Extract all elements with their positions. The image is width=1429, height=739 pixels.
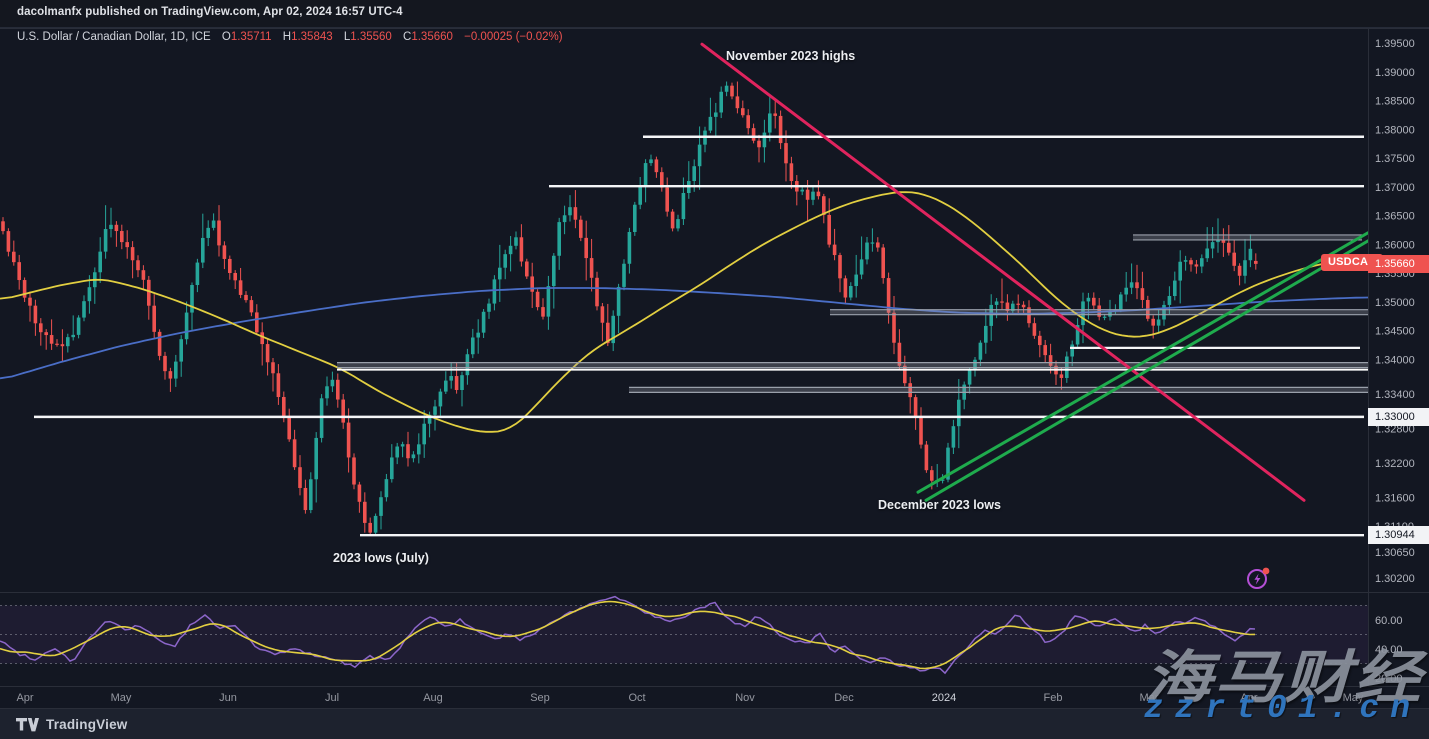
chart-canvas[interactable]: 1.39500 1.39000 1.38500 1.38000 1.37500 1.370… bbox=[0, 28, 1429, 708]
rsi-line bbox=[0, 595, 1256, 675]
price-tick-label: 1.38000 bbox=[1375, 124, 1415, 136]
rsi-axis[interactable]: 60.00 40.00 20.00 bbox=[1375, 615, 1403, 685]
rsi-tick-label: 40.00 bbox=[1375, 644, 1403, 656]
time-tick-label: 2024 bbox=[932, 692, 956, 704]
price-tick-label: 1.36500 bbox=[1375, 211, 1415, 223]
footer-bar: TradingView bbox=[0, 708, 1429, 739]
change-value: −0.00025 (−0.02%) bbox=[464, 31, 563, 43]
price-tick-label: 1.36000 bbox=[1375, 239, 1415, 251]
open-label: O bbox=[221, 31, 231, 43]
price-pane-content bbox=[0, 42, 1368, 537]
watermark-cn: 海马财经 bbox=[1144, 646, 1423, 710]
descending-trendline[interactable] bbox=[700, 42, 1306, 502]
ma-yellow-line bbox=[0, 191, 1368, 433]
close-label: C bbox=[403, 31, 412, 43]
close-value: 1.35660 bbox=[411, 31, 453, 43]
price-tick-label: 1.32800 bbox=[1375, 423, 1415, 435]
flash-boost-icon[interactable] bbox=[1245, 565, 1271, 591]
horizontal-band-3[interactable] bbox=[629, 386, 1368, 393]
time-tick-label: Dec bbox=[834, 692, 854, 704]
price-tick-label: 1.30650 bbox=[1375, 547, 1415, 559]
price-tick-label: 1.34000 bbox=[1375, 354, 1415, 366]
ascending-channel-lower[interactable] bbox=[924, 239, 1368, 502]
publish-line: dacolmanfx published on TradingView.com,… bbox=[17, 6, 403, 18]
low-label: L bbox=[343, 31, 351, 43]
price-tick-label: 1.39500 bbox=[1375, 38, 1415, 50]
price-tick-label: 1.39000 bbox=[1375, 67, 1415, 79]
price-tick-label: 1.35000 bbox=[1375, 297, 1415, 309]
annotation-november-highs: November 2023 highs bbox=[726, 49, 856, 63]
price-tick-label: 1.38500 bbox=[1375, 96, 1415, 108]
symbol-title: U.S. Dollar / Canadian Dollar, 1D, ICE bbox=[17, 31, 211, 43]
watermark-url: zzrt01.cn bbox=[1143, 690, 1421, 727]
tradingview-logo-text: TradingView bbox=[46, 717, 128, 732]
axis-level-badge: 1.33000 bbox=[1368, 407, 1429, 426]
time-tick-label: May bbox=[111, 692, 132, 704]
low-value: 1.35560 bbox=[350, 31, 392, 43]
time-tick-label: Sep bbox=[530, 692, 550, 704]
horizontal-band-0[interactable] bbox=[1133, 234, 1362, 241]
price-tick-label: 1.30200 bbox=[1375, 573, 1415, 585]
price-tick-label: 1.33400 bbox=[1375, 389, 1415, 401]
symbol-price-tag: USDCAD bbox=[1321, 254, 1384, 271]
time-axis[interactable]: Apr May Jun Jul Aug Sep Oct Nov Dec 2024 Feb Mar Apr… bbox=[16, 692, 1363, 704]
time-tick-label: Oct bbox=[628, 692, 645, 704]
time-tick-label: Aug bbox=[423, 692, 443, 704]
time-tick-label: Apr bbox=[1240, 692, 1257, 704]
time-tick-label: Jul bbox=[325, 692, 339, 704]
time-tick-label: Nov bbox=[735, 692, 755, 704]
symbol-info-row[interactable]: U.S. Dollar / Canadian Dollar, 1D, ICE O… bbox=[17, 31, 563, 43]
ascending-channel-upper[interactable] bbox=[916, 231, 1368, 494]
price-tick-label: 1.32200 bbox=[1375, 458, 1415, 470]
horizontal-band-1[interactable] bbox=[830, 309, 1368, 316]
tradingview-logo[interactable]: TradingView bbox=[16, 717, 127, 732]
axis-last-price-badge: 1.35660 bbox=[1368, 254, 1429, 273]
rsi-pane-content bbox=[0, 595, 1368, 675]
candlestick-series bbox=[1, 81, 1258, 536]
rsi-tick-label: 20.00 bbox=[1375, 673, 1403, 685]
price-tick-label: 1.34500 bbox=[1375, 326, 1415, 338]
rsi-tick-label: 60.00 bbox=[1375, 615, 1403, 627]
high-value: 1.35843 bbox=[291, 31, 333, 43]
price-tick-label: 1.31600 bbox=[1375, 492, 1415, 504]
annotation-july-lows: 2023 lows (July) bbox=[333, 551, 429, 565]
time-tick-label: Jun bbox=[219, 692, 237, 704]
price-tick-label: 1.37000 bbox=[1375, 182, 1415, 194]
high-label: H bbox=[282, 31, 292, 43]
rsi-ma-line bbox=[0, 600, 1256, 670]
axis-level-badge: 1.30944 bbox=[1368, 526, 1429, 545]
time-tick-label: May bbox=[1343, 692, 1364, 704]
open-value: 1.35711 bbox=[230, 31, 272, 43]
annotation-december-lows: December 2023 lows bbox=[878, 498, 1001, 512]
price-axis[interactable]: 1.39500 1.39000 1.38500 1.38000 1.37500 1.370… bbox=[1375, 38, 1415, 585]
price-tick-label: 1.37500 bbox=[1375, 153, 1415, 165]
time-tick-label: Mar bbox=[1140, 692, 1159, 704]
horizontal-band-2[interactable] bbox=[337, 362, 1368, 371]
time-tick-label: Feb bbox=[1044, 692, 1063, 704]
time-tick-label: Apr bbox=[16, 692, 33, 704]
tradingview-logo-icon bbox=[16, 717, 39, 731]
publish-info-bar: dacolmanfx published on TradingView.com,… bbox=[0, 0, 1429, 28]
